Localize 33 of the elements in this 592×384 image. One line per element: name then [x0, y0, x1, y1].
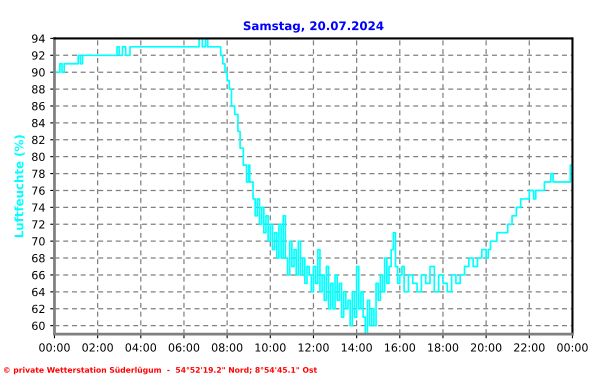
y-tick-label: 60: [32, 322, 45, 330]
x-tick-label: 08:00: [212, 343, 242, 352]
y-tick-label: 94: [32, 34, 45, 43]
x-tick-label: 00:00: [557, 343, 588, 352]
y-tick-label: 68: [32, 254, 45, 262]
x-tick-label: 06:00: [168, 343, 200, 352]
y-tick-label: 66: [32, 270, 45, 280]
x-tick-label: 14:00: [342, 343, 372, 352]
y-tick-label: 62: [32, 304, 44, 314]
y-tick-label: 64: [32, 288, 45, 296]
y-tick-label: 90: [32, 68, 45, 77]
x-tick-label: 02:00: [82, 343, 113, 352]
x-tick-label: 10:00: [256, 343, 286, 352]
chart-title: Samstag, 20.07.2024: [244, 21, 384, 33]
x-tick-label: 16:00: [385, 343, 416, 352]
x-tick-label: 12:00: [298, 343, 329, 352]
y-tick-label: 86: [32, 102, 45, 110]
y-tick-label: 80: [32, 152, 45, 162]
y-axis-title: Luftfeuchte (%): [14, 135, 25, 238]
x-tick-label: 22:00: [514, 343, 545, 352]
y-tick-label: 78: [32, 170, 45, 178]
y-tick-label: 76: [32, 186, 45, 195]
y-tick-label: 88: [32, 85, 45, 94]
y-tick-label: 84: [32, 118, 45, 128]
y-tick-label: 92: [32, 51, 44, 60]
x-tick-label: 04:00: [126, 343, 156, 352]
x-tick-label: 20:00: [470, 343, 502, 352]
y-tick-label: 70: [32, 237, 45, 246]
y-tick-label: 72: [32, 220, 44, 228]
y-tick-label: 74: [32, 203, 45, 212]
x-tick-label: 18:00: [428, 343, 458, 352]
y-tick-label: 82: [32, 136, 44, 144]
x-tick-label: 00:00: [39, 343, 70, 352]
